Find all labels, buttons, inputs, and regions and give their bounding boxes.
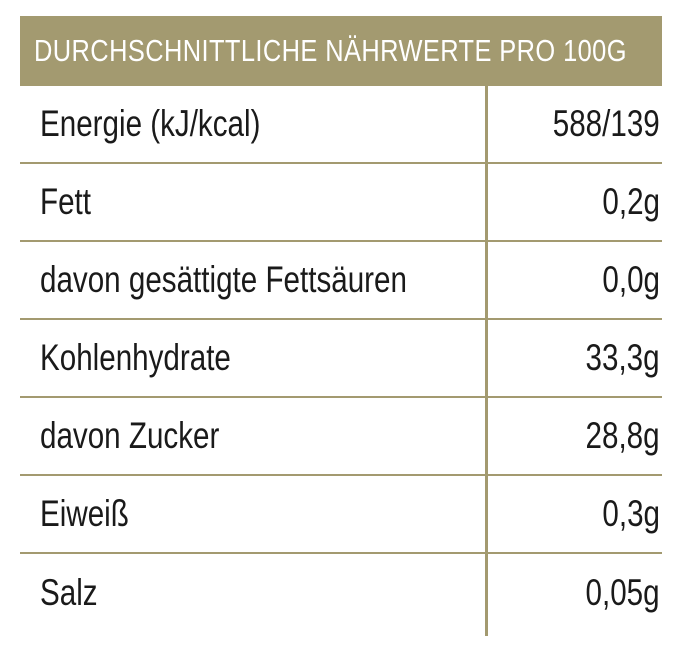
row-value: 28,8g (585, 415, 660, 456)
table-body: Energie (kJ/kcal) 588/139 Fett 0,2g davo… (20, 86, 662, 636)
row-value: 588/139 (553, 103, 660, 144)
row-value: 0,3g (602, 493, 660, 534)
row-label: Salz (40, 572, 98, 613)
column-divider (485, 86, 488, 636)
table-row-protein: Eiweiß 0,3g (20, 476, 662, 554)
table-header-title: DURCHSCHNITTLICHE NÄHRWERTE PRO 100G (34, 33, 627, 68)
row-value: 33,3g (585, 337, 660, 378)
row-label: davon gesättigte Fettsäuren (40, 259, 407, 300)
table-row-energy: Energie (kJ/kcal) 588/139 (20, 86, 662, 164)
row-value: 0,0g (602, 259, 660, 300)
row-label: Energie (kJ/kcal) (40, 103, 261, 144)
row-value: 0,2g (602, 181, 660, 222)
row-value: 0,05g (585, 572, 660, 613)
table-row-sugar: davon Zucker 28,8g (20, 398, 662, 476)
table-row-carbohydrates: Kohlenhydrate 33,3g (20, 320, 662, 398)
table-header: DURCHSCHNITTLICHE NÄHRWERTE PRO 100G (20, 16, 662, 86)
row-label: Kohlenhydrate (40, 337, 231, 378)
table-row-salt: Salz 0,05g (20, 554, 662, 632)
row-label: Fett (40, 181, 91, 222)
table-row-fat: Fett 0,2g (20, 164, 662, 242)
nutrition-table: DURCHSCHNITTLICHE NÄHRWERTE PRO 100G Ene… (20, 16, 662, 636)
row-label: davon Zucker (40, 415, 220, 456)
row-label: Eiweiß (40, 493, 129, 534)
table-row-saturated-fat: davon gesättigte Fettsäuren 0,0g (20, 242, 662, 320)
